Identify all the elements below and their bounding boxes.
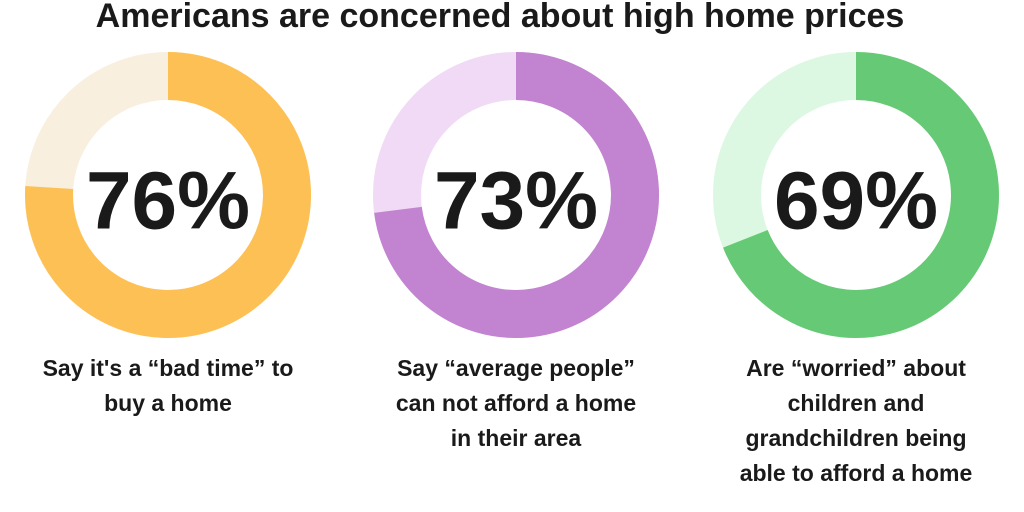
caption-line: buy a home	[104, 390, 232, 416]
donut-arc	[25, 52, 311, 338]
caption-line: children and	[788, 390, 925, 416]
caption-line: Are “worried” about	[746, 355, 966, 381]
value-label: 76%	[86, 156, 250, 247]
donut-arc	[723, 52, 999, 338]
caption-line: Say “average people”	[397, 355, 635, 381]
title: Americans are concerned about high home …	[96, 0, 905, 35]
caption-line: grandchildren being	[745, 425, 966, 451]
donut-arc	[374, 52, 659, 338]
caption-line: Say it's a “bad time” to	[43, 355, 294, 381]
caption-line: able to afford a home	[740, 460, 973, 486]
caption-line: in their area	[451, 425, 582, 451]
value-label: 69%	[774, 156, 938, 247]
value-label: 73%	[434, 156, 598, 247]
caption-line: can not afford a home	[396, 390, 636, 416]
